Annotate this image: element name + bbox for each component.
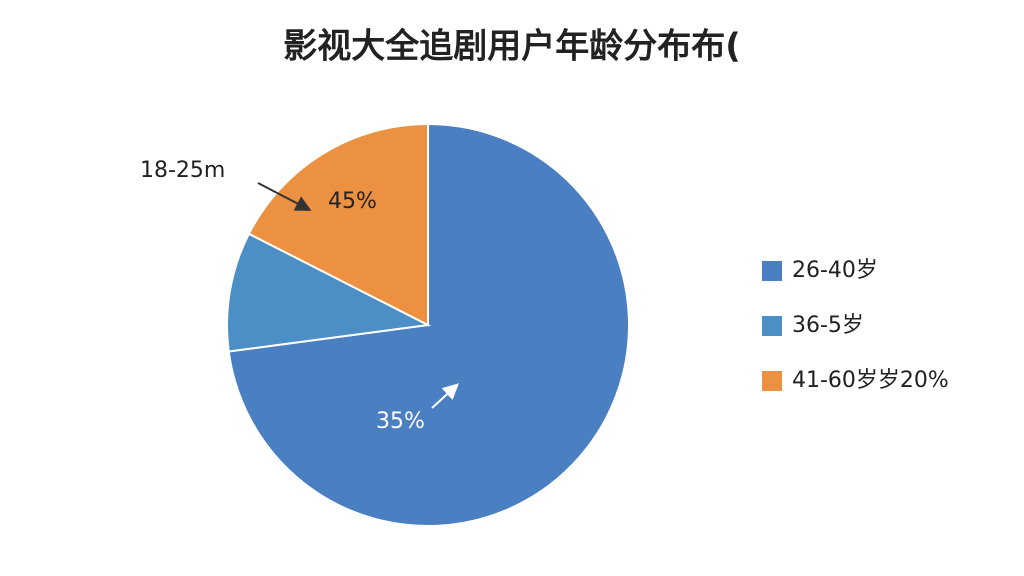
annotation: 45% xyxy=(328,189,377,214)
pie xyxy=(226,122,630,527)
legend-swatch xyxy=(762,371,782,391)
annotation: 35% xyxy=(376,409,425,434)
annotation: 18-25m xyxy=(140,158,225,183)
annotation-arrow xyxy=(431,383,459,409)
legend-label: 36-5岁 xyxy=(792,313,864,338)
pie-slice xyxy=(247,122,429,327)
legend-label: 41-60岁岁20% xyxy=(792,368,949,393)
legend-swatch xyxy=(762,316,782,336)
pie-slice xyxy=(226,232,432,353)
chart-title: 影视大全追剧用户年龄分布布( xyxy=(283,27,741,67)
legend-swatch xyxy=(762,261,782,281)
legend-label: 26-40岁 xyxy=(792,258,878,283)
annotation-arrow xyxy=(257,182,312,211)
